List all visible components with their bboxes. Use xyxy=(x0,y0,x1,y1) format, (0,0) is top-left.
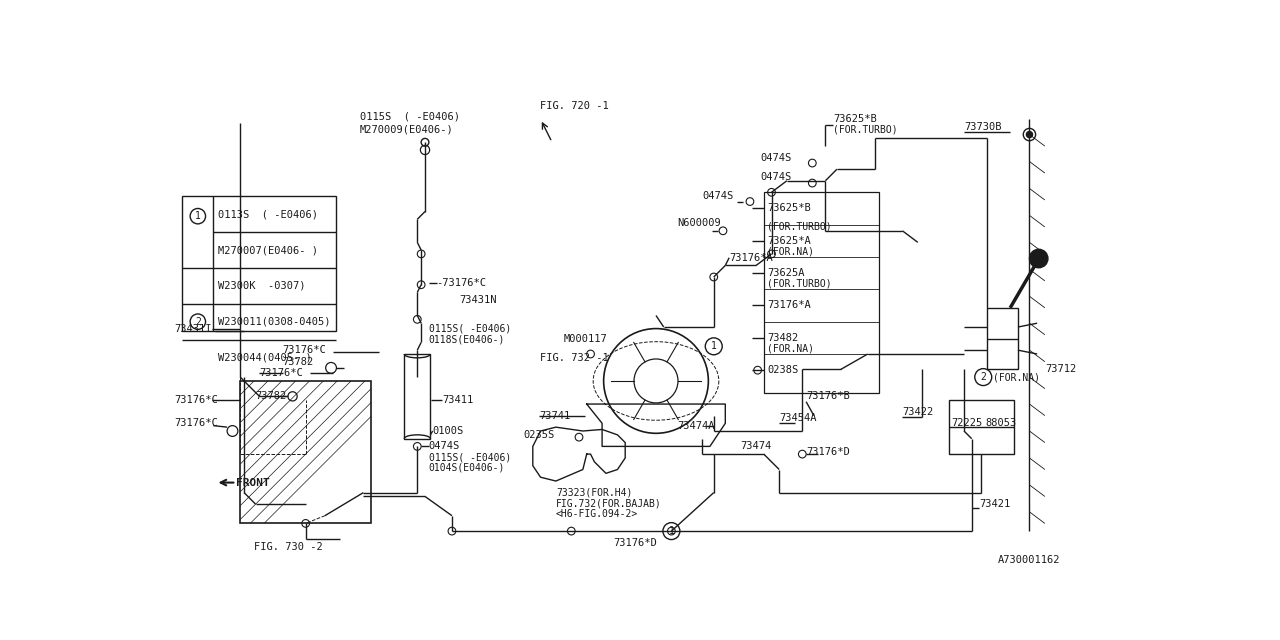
Bar xyxy=(241,381,371,524)
Bar xyxy=(987,308,1018,369)
Bar xyxy=(404,354,430,438)
Text: M000117: M000117 xyxy=(563,333,607,344)
Text: 73176*C: 73176*C xyxy=(260,368,303,378)
Text: 0104S(E0406-): 0104S(E0406-) xyxy=(429,463,506,473)
Text: 0115S  ( -E0406): 0115S ( -E0406) xyxy=(360,112,460,122)
Text: 0113S  ( -E0406): 0113S ( -E0406) xyxy=(218,210,317,220)
Text: 73625*A: 73625*A xyxy=(767,236,810,246)
Text: 73323(FOR.H4): 73323(FOR.H4) xyxy=(556,488,632,498)
Text: 0474S: 0474S xyxy=(760,172,791,182)
Circle shape xyxy=(1027,131,1033,138)
Text: -73176*C: -73176*C xyxy=(436,278,486,288)
Text: (FOR.TURBO): (FOR.TURBO) xyxy=(833,124,897,134)
Circle shape xyxy=(1029,249,1048,268)
Text: 1: 1 xyxy=(710,341,717,351)
Text: 73176*D: 73176*D xyxy=(806,447,850,457)
Text: M270009(E0406-): M270009(E0406-) xyxy=(360,124,453,134)
Text: FIG.732(FOR.BAJAB): FIG.732(FOR.BAJAB) xyxy=(556,499,662,508)
Text: 0474S: 0474S xyxy=(703,191,733,201)
Text: 73454A: 73454A xyxy=(780,413,817,423)
Text: W2300K  -0307): W2300K -0307) xyxy=(218,280,306,291)
Text: (FOR.NA): (FOR.NA) xyxy=(767,246,814,257)
Text: 73176*D: 73176*D xyxy=(613,538,658,548)
Text: 73431N: 73431N xyxy=(460,295,497,305)
Bar xyxy=(764,192,879,392)
Text: 73421: 73421 xyxy=(979,499,1011,509)
Text: 0474S: 0474S xyxy=(429,442,460,451)
Text: 1: 1 xyxy=(195,211,201,221)
Text: 0100S: 0100S xyxy=(433,426,463,436)
Text: 0115S( -E0406): 0115S( -E0406) xyxy=(429,324,511,333)
Text: 0238S: 0238S xyxy=(767,365,799,375)
Text: 73422: 73422 xyxy=(902,407,933,417)
Text: 73176*A: 73176*A xyxy=(730,253,773,263)
Text: 88053: 88053 xyxy=(986,419,1016,428)
Text: (FOR.TURBO): (FOR.TURBO) xyxy=(767,279,832,289)
Text: 73411: 73411 xyxy=(442,395,474,405)
Text: 0235S: 0235S xyxy=(524,430,554,440)
Text: 72225: 72225 xyxy=(951,419,982,428)
Text: 73474: 73474 xyxy=(741,442,772,451)
Text: A730001162: A730001162 xyxy=(997,556,1060,565)
Text: 73176*C: 73176*C xyxy=(175,419,219,428)
Text: 73730B: 73730B xyxy=(964,122,1001,132)
Text: FIG. 730 -2: FIG. 730 -2 xyxy=(253,541,323,552)
Text: 2: 2 xyxy=(980,372,986,382)
Text: 73482: 73482 xyxy=(767,333,799,343)
Text: 73176*B: 73176*B xyxy=(806,391,850,401)
Text: 73741: 73741 xyxy=(539,411,570,420)
Text: 73176*C: 73176*C xyxy=(175,395,219,405)
Text: <H6-FIG.094-2>: <H6-FIG.094-2> xyxy=(556,509,639,519)
Text: 0474S: 0474S xyxy=(760,153,791,163)
Text: 73176*A: 73176*A xyxy=(767,301,810,310)
Text: 73474A: 73474A xyxy=(677,420,716,431)
Text: FRONT: FRONT xyxy=(237,477,270,488)
Bar xyxy=(183,196,337,331)
Text: 73625*B: 73625*B xyxy=(833,114,877,124)
Text: 73782: 73782 xyxy=(283,356,314,367)
Text: (FOR.NA): (FOR.NA) xyxy=(767,344,814,354)
Bar xyxy=(948,400,1014,454)
Text: 73782: 73782 xyxy=(256,391,287,401)
Text: (FOR.NA): (FOR.NA) xyxy=(993,372,1041,382)
Text: 0118S(E0406-): 0118S(E0406-) xyxy=(429,334,506,344)
Text: W230011(0308-0405): W230011(0308-0405) xyxy=(218,317,330,326)
Text: N600009: N600009 xyxy=(677,218,722,228)
Text: 1: 1 xyxy=(668,526,675,536)
Text: FIG. 732 -1: FIG. 732 -1 xyxy=(540,353,609,363)
Text: FIG. 720 -1: FIG. 720 -1 xyxy=(540,101,609,111)
Text: 73625*B: 73625*B xyxy=(767,204,810,214)
Text: 2: 2 xyxy=(195,317,201,326)
Text: 73431I: 73431I xyxy=(175,324,212,334)
Text: 73176*C: 73176*C xyxy=(283,345,326,355)
Text: M270007(E0406- ): M270007(E0406- ) xyxy=(218,246,317,256)
Text: 0115S( -E0406): 0115S( -E0406) xyxy=(429,453,511,463)
Text: W230044(0405- ): W230044(0405- ) xyxy=(218,353,311,363)
Text: (FOR.TURBO): (FOR.TURBO) xyxy=(767,221,832,231)
Text: 73712: 73712 xyxy=(1044,364,1076,374)
Text: 73625A: 73625A xyxy=(767,268,804,278)
